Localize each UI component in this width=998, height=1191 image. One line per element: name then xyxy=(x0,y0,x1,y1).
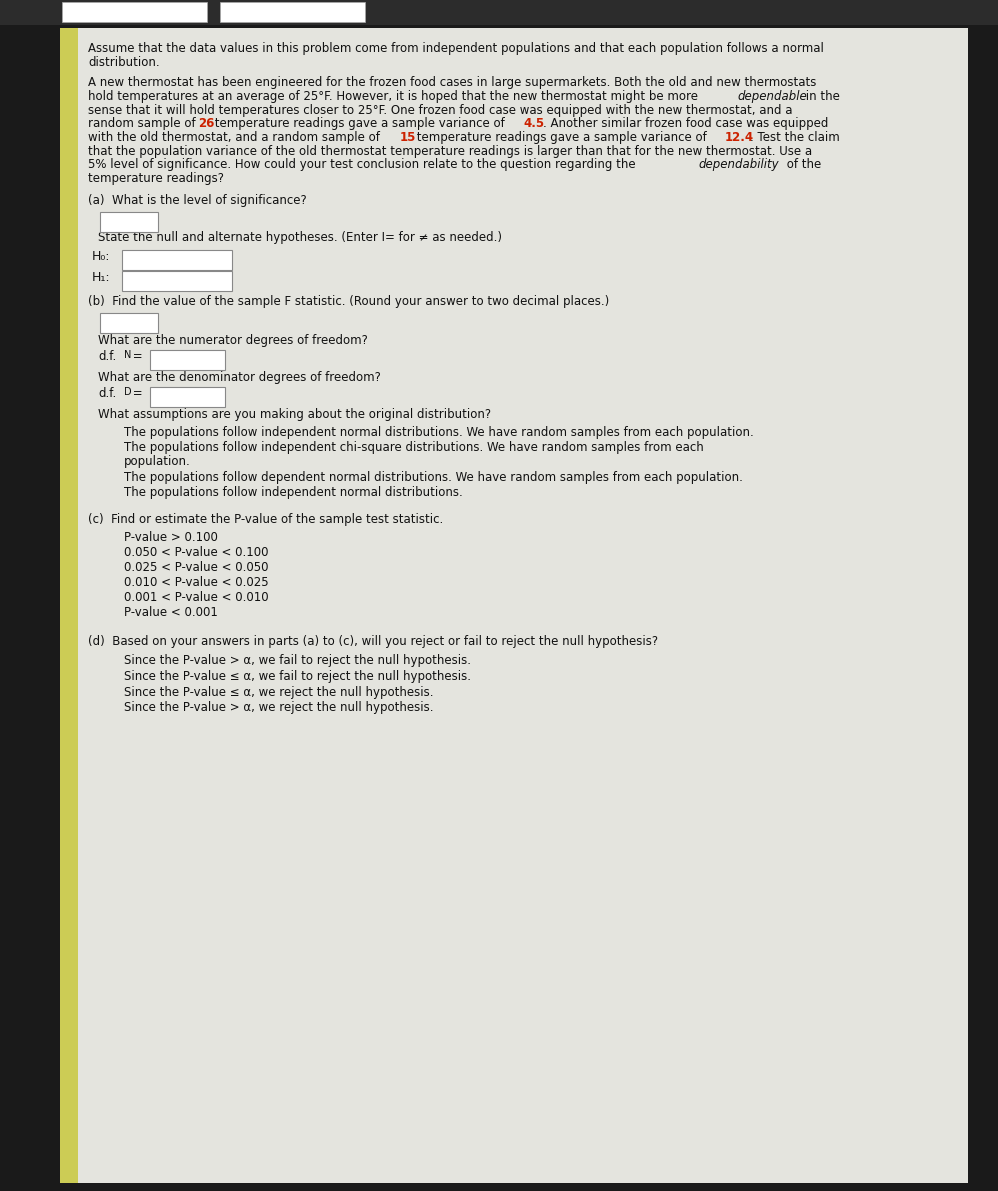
Text: . Test the claim: . Test the claim xyxy=(750,131,840,144)
Text: Since the P-value ≤ α, we fail to reject the null hypothesis.: Since the P-value ≤ α, we fail to reject… xyxy=(124,671,471,682)
Bar xyxy=(60,29,78,1183)
Text: P-value < 0.001: P-value < 0.001 xyxy=(124,606,218,619)
Text: temperature readings gave a sample variance of: temperature readings gave a sample varia… xyxy=(212,118,509,130)
Text: distribution.: distribution. xyxy=(88,56,160,69)
Text: (a)  What is the level of significance?: (a) What is the level of significance? xyxy=(88,194,306,207)
Text: Since the P-value > α, we reject the null hypothesis.: Since the P-value > α, we reject the nul… xyxy=(124,701,433,715)
Text: D: D xyxy=(124,387,132,397)
Text: Assume that the data values in this problem come from independent populations an: Assume that the data values in this prob… xyxy=(88,42,824,55)
Text: with the old thermostat, and a random sample of: with the old thermostat, and a random sa… xyxy=(88,131,383,144)
Bar xyxy=(0,0,998,25)
Text: (c)  Find or estimate the P-value of the sample test statistic.: (c) Find or estimate the P-value of the … xyxy=(88,513,443,526)
Text: Since the P-value > α, we fail to reject the null hypothesis.: Since the P-value > α, we fail to reject… xyxy=(124,654,471,667)
Text: 0.025 < P-value < 0.050: 0.025 < P-value < 0.050 xyxy=(124,561,268,574)
Text: Since the P-value ≤ α, we reject the null hypothesis.: Since the P-value ≤ α, we reject the nul… xyxy=(124,686,433,699)
Text: that the population variance of the old thermostat temperature readings is large: that the population variance of the old … xyxy=(88,145,812,157)
FancyBboxPatch shape xyxy=(150,350,225,370)
Text: H₀:: H₀: xyxy=(92,250,111,263)
Text: temperature readings?: temperature readings? xyxy=(88,173,224,185)
Text: N: N xyxy=(124,350,132,360)
Text: State the null and alternate hypotheses. (Enter I= for ≠ as needed.): State the null and alternate hypotheses.… xyxy=(98,231,502,244)
Text: What are the numerator degrees of freedom?: What are the numerator degrees of freedo… xyxy=(98,333,368,347)
Text: 4.5: 4.5 xyxy=(523,118,544,130)
Text: (b)  Find the value of the sample F statistic. (Round your answer to two decimal: (b) Find the value of the sample F stati… xyxy=(88,295,609,308)
Text: 0.010 < P-value < 0.025: 0.010 < P-value < 0.025 xyxy=(124,576,268,590)
Text: 26: 26 xyxy=(199,118,215,130)
FancyBboxPatch shape xyxy=(100,212,158,232)
Text: 0.001 < P-value < 0.010: 0.001 < P-value < 0.010 xyxy=(124,591,268,604)
Text: in the: in the xyxy=(802,91,840,102)
Text: What assumptions are you making about the original distribution?: What assumptions are you making about th… xyxy=(98,407,491,420)
Text: =: = xyxy=(130,350,143,363)
FancyBboxPatch shape xyxy=(62,2,207,21)
Text: 15: 15 xyxy=(399,131,416,144)
Text: A new thermostat has been engineered for the frozen food cases in large supermar: A new thermostat has been engineered for… xyxy=(88,76,816,89)
Text: The populations follow independent normal distributions.: The populations follow independent norma… xyxy=(124,486,463,499)
Text: hold temperatures at an average of 25°F. However, it is hoped that the new therm: hold temperatures at an average of 25°F.… xyxy=(88,91,702,102)
Text: H₁:: H₁: xyxy=(92,270,111,283)
Text: 5% level of significance. How could your test conclusion relate to the question : 5% level of significance. How could your… xyxy=(88,158,640,172)
Text: The populations follow independent chi-square distributions. We have random samp: The populations follow independent chi-s… xyxy=(124,441,704,454)
Text: dependable: dependable xyxy=(738,91,807,102)
Text: temperature readings gave a sample variance of: temperature readings gave a sample varia… xyxy=(412,131,711,144)
FancyBboxPatch shape xyxy=(100,313,158,333)
Text: (d)  Based on your answers in parts (a) to (c), will you reject or fail to rejec: (d) Based on your answers in parts (a) t… xyxy=(88,635,658,648)
Text: The populations follow dependent normal distributions. We have random samples fr: The populations follow dependent normal … xyxy=(124,470,743,484)
Text: =: = xyxy=(130,387,143,400)
Text: population.: population. xyxy=(124,455,191,468)
Text: 12.4: 12.4 xyxy=(725,131,753,144)
Text: dependability: dependability xyxy=(699,158,779,172)
Text: d.f.: d.f. xyxy=(98,350,116,363)
Text: The populations follow independent normal distributions. We have random samples : The populations follow independent norma… xyxy=(124,425,753,438)
FancyBboxPatch shape xyxy=(122,250,232,270)
FancyBboxPatch shape xyxy=(122,270,232,291)
Text: of the: of the xyxy=(782,158,821,172)
FancyBboxPatch shape xyxy=(150,387,225,407)
Text: random sample of: random sample of xyxy=(88,118,200,130)
Text: 0.050 < P-value < 0.100: 0.050 < P-value < 0.100 xyxy=(124,545,268,559)
Text: P-value > 0.100: P-value > 0.100 xyxy=(124,531,218,544)
Text: sense that it will hold temperatures closer to 25°F. One frozen food case was eq: sense that it will hold temperatures clo… xyxy=(88,104,792,117)
Text: . Another similar frozen food case was equipped: . Another similar frozen food case was e… xyxy=(543,118,828,130)
FancyBboxPatch shape xyxy=(220,2,365,21)
Text: What are the denominator degrees of freedom?: What are the denominator degrees of free… xyxy=(98,370,381,384)
Text: d.f.: d.f. xyxy=(98,387,116,400)
